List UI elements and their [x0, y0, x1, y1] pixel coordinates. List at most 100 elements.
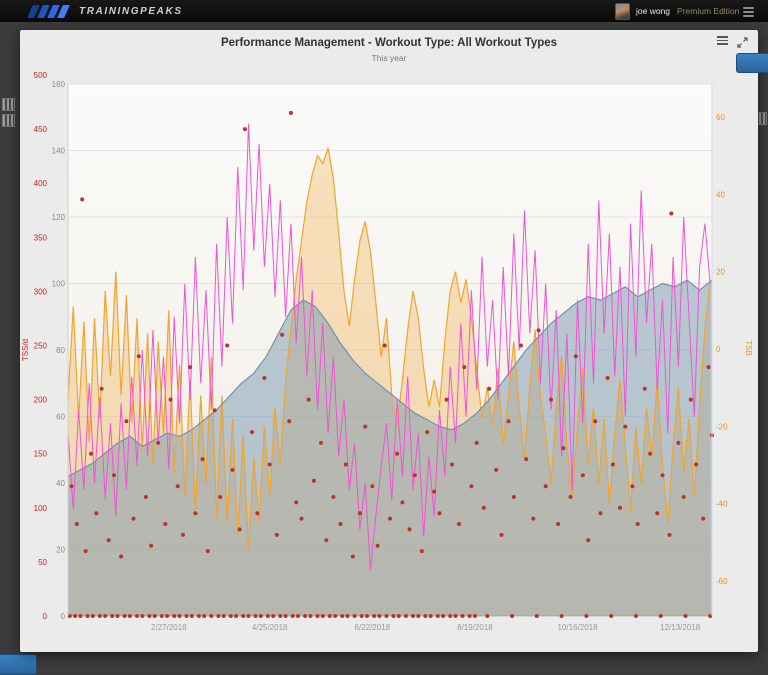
- tss-point: [658, 614, 663, 618]
- tss-point: [106, 538, 111, 543]
- tss-point: [228, 614, 233, 618]
- tss-point: [83, 549, 88, 554]
- tss-point: [411, 614, 415, 618]
- tss-point: [580, 473, 585, 478]
- trainingpeaks-logo[interactable]: TRAININGPEAKS: [27, 0, 183, 22]
- tss-point: [165, 614, 170, 618]
- tsb-axis-tick-label: -60: [716, 577, 728, 586]
- series-ctl-line: [67, 279, 713, 477]
- tss-point: [331, 495, 336, 499]
- tss-point: [359, 614, 364, 618]
- tss-point: [485, 614, 490, 618]
- collapse-expand-icon[interactable]: [737, 35, 748, 53]
- tss-point: [258, 614, 263, 618]
- tss-point: [237, 527, 242, 532]
- tss-point: [131, 516, 136, 521]
- tss-point: [242, 127, 247, 132]
- tss-point: [308, 614, 313, 618]
- tss-point: [453, 614, 458, 618]
- tss-point: [205, 549, 210, 554]
- tss-axis-tick-label: 200: [34, 396, 48, 405]
- tss-point: [669, 211, 674, 216]
- tss-axis-tick-label: 500: [34, 71, 48, 80]
- tss-point: [423, 614, 428, 618]
- tss-point: [303, 614, 308, 618]
- tss-point: [416, 614, 421, 618]
- series-tsb-line: [67, 147, 711, 551]
- tss-point: [78, 614, 83, 618]
- tss-point: [90, 614, 95, 618]
- tss-point: [345, 614, 350, 618]
- tss-point: [149, 543, 154, 548]
- tss-point: [147, 614, 152, 618]
- tss-point: [586, 538, 591, 543]
- tss-point: [635, 522, 640, 526]
- performance-management-chart[interactable]: 0501001502002503003504004505000204060801…: [20, 30, 758, 652]
- tss-point: [319, 440, 323, 445]
- tss-point: [701, 516, 706, 521]
- tss-point: [89, 451, 93, 456]
- tss-axis-tick-label: 250: [34, 342, 48, 351]
- tss-point: [655, 511, 660, 516]
- tsb-axis-tick-label: -20: [716, 422, 728, 431]
- tss-point: [255, 511, 260, 516]
- tss-point: [605, 376, 610, 380]
- tss-point: [487, 386, 492, 391]
- tss-point: [168, 397, 173, 402]
- tss-point: [221, 614, 226, 618]
- tss-point: [506, 419, 511, 424]
- tss-point: [152, 614, 157, 618]
- tss-point: [181, 532, 185, 537]
- tss-point: [110, 614, 115, 618]
- tss-point: [253, 614, 258, 618]
- tss-point: [156, 440, 161, 445]
- chart-widget-icon[interactable]: [2, 114, 15, 127]
- tss-point: [462, 365, 467, 370]
- tss-point: [474, 440, 479, 445]
- tss-point: [333, 614, 338, 618]
- tss-point: [294, 500, 299, 505]
- tss-point: [315, 614, 320, 618]
- tss-point: [437, 511, 442, 516]
- tss-point: [469, 484, 474, 489]
- tss-point: [338, 522, 343, 526]
- tss-point: [67, 614, 72, 618]
- tss-point: [568, 495, 573, 499]
- tss-point: [610, 462, 615, 467]
- user-menu[interactable]: joe wong Premium Edition: [615, 0, 739, 22]
- tss-point: [375, 543, 380, 548]
- tss-point: [363, 424, 368, 429]
- tss-point: [449, 462, 454, 467]
- tss-point: [177, 614, 182, 618]
- tss-point: [225, 343, 230, 348]
- background-widget-icons: [2, 98, 15, 130]
- tss-axis-tick-label: 400: [34, 179, 48, 188]
- tss-point: [124, 419, 129, 424]
- chart-widget-icon[interactable]: [2, 98, 15, 111]
- tss-point: [706, 365, 711, 370]
- tss-point: [357, 511, 362, 516]
- tss-point: [584, 614, 589, 618]
- x-axis-date-label: 12/13/2018: [660, 623, 701, 632]
- tss-point: [352, 614, 357, 618]
- tss-point: [296, 614, 300, 618]
- tss-point: [460, 614, 465, 618]
- top-menu-icon[interactable]: [743, 7, 754, 19]
- tss-axis-tick-label: 300: [34, 287, 48, 296]
- tss-point: [444, 397, 449, 402]
- tss-point: [188, 365, 193, 370]
- tss-point: [630, 484, 635, 489]
- background-blue-button-fragment[interactable]: [0, 654, 37, 675]
- tss-point: [265, 614, 270, 618]
- series-atl-line: [67, 123, 711, 570]
- tss-point: [136, 354, 141, 359]
- tss-axis-tick-label: 350: [34, 233, 48, 242]
- tss-point: [127, 614, 132, 618]
- tss-point: [435, 614, 440, 618]
- chart-menu-icon[interactable]: [717, 35, 728, 53]
- tsb-axis-tick-label: 40: [716, 190, 725, 199]
- tss-point: [175, 484, 180, 489]
- x-axis-date-label: 8/19/2018: [457, 623, 493, 632]
- tss-point: [377, 614, 382, 618]
- background-blue-button-fragment[interactable]: [736, 53, 768, 73]
